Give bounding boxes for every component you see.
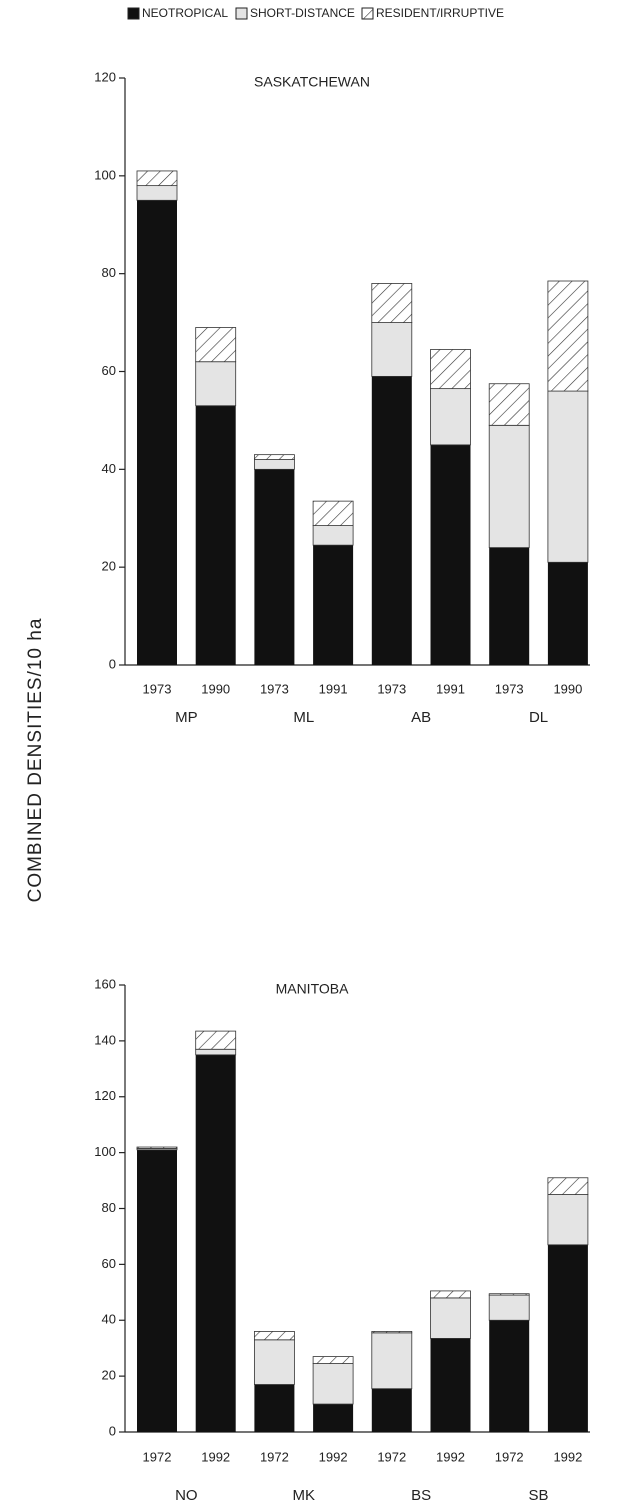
bar-segment [489,547,530,665]
bar-segment [253,1339,295,1385]
x-tick-label: 1990 [201,681,230,696]
x-tick-label: 1992 [553,1449,582,1464]
group-label: MK [293,1487,316,1504]
bar-segment [313,1404,354,1432]
bar-segment [488,1294,530,1321]
x-tick-label: 1972 [495,1449,524,1464]
bar-segment [137,1149,177,1432]
bar-segment [547,280,589,392]
bar-segment [547,390,589,563]
bar-segment [430,388,471,446]
bar-segment [136,170,178,187]
y-tick-label: 60 [102,1256,116,1271]
bar-segment [547,1177,589,1195]
y-tick-label: 120 [94,69,116,84]
bar-segment [371,1388,412,1432]
y-tick-label: 0 [109,1423,116,1438]
bar-segment [547,1194,589,1246]
x-tick-label: 1990 [553,681,582,696]
bar-segment [253,454,295,460]
bar-segment [253,459,295,470]
bar-segment [430,1290,471,1299]
x-tick-label: 1972 [143,1449,172,1464]
bar-segment [195,327,237,363]
x-tick-label: 1972 [377,1449,406,1464]
bar-segment [489,1320,530,1432]
bar-segment [312,525,354,546]
group-label: SB [529,1487,549,1504]
group-label: MP [175,709,198,726]
bar-segment [137,200,177,665]
bar-segment [547,562,588,665]
y-tick-label: 60 [102,363,116,378]
y-tick-label: 100 [94,1144,116,1159]
legend-swatch [235,7,248,20]
y-tick-label: 0 [109,656,116,671]
group-label: NO [175,1487,198,1504]
y-axis-label: COMBINED DENSITIES/10 ha [25,618,46,903]
y-tick-label: 120 [94,1088,116,1103]
bar-segment [371,1332,413,1390]
bar-segment [195,1048,237,1056]
x-tick-label: 1973 [260,681,289,696]
bar-segment [371,1331,413,1334]
legend-label: RESIDENT/IRRUPTIVE [376,6,504,20]
bar-segment [371,283,413,323]
y-tick-label: 80 [102,265,116,280]
bar-segment [488,424,530,548]
legend-label: NEOTROPICAL [142,6,228,20]
bar-segment [195,1030,237,1050]
x-tick-label: 1992 [319,1449,348,1464]
bar-segment [254,1384,295,1432]
y-tick-label: 40 [102,461,116,476]
bar-segment [136,1146,178,1149]
y-tick-label: 20 [102,1368,116,1383]
x-tick-label: 1992 [436,1449,465,1464]
bar-segment [547,1244,588,1432]
y-tick-label: 80 [102,1200,116,1215]
bar-segment [195,405,236,665]
bar-segment [371,376,412,665]
chart-title: MANITOBA [276,981,350,997]
bar-segment [488,1293,530,1296]
legend-swatch [127,7,140,20]
y-tick-label: 140 [94,1032,116,1047]
x-tick-label: 1992 [201,1449,230,1464]
x-tick-label: 1991 [319,681,348,696]
y-tick-label: 40 [102,1312,116,1327]
x-tick-label: 1973 [495,681,524,696]
y-tick-label: 100 [94,167,116,182]
bar-segment [488,383,530,426]
bar-segment [371,322,413,377]
bar-segment [430,1297,471,1339]
bar-segment [136,185,178,201]
bar-segment [254,469,295,665]
bar-segment [312,1356,354,1364]
chart-title: SASKATCHEWAN [254,74,370,90]
bar-segment [430,349,471,390]
group-label: AB [411,709,431,726]
group-label: DL [529,709,548,726]
legend-label: SHORT-DISTANCE [250,6,355,20]
group-label: ML [293,709,314,726]
bar-segment [312,500,354,526]
x-tick-label: 1991 [436,681,465,696]
y-tick-label: 160 [94,976,116,991]
legend-swatch [361,7,374,20]
bar-segment [313,545,354,665]
group-label: BS [411,1487,431,1504]
bar-segment [430,444,471,665]
x-tick-label: 1973 [377,681,406,696]
x-tick-label: 1973 [143,681,172,696]
bar-segment [312,1363,354,1405]
x-tick-label: 1972 [260,1449,289,1464]
bar-segment [195,1054,236,1432]
bar-segment [430,1338,471,1432]
bar-segment [253,1331,295,1341]
y-tick-label: 20 [102,559,116,574]
bar-segment [195,361,237,407]
